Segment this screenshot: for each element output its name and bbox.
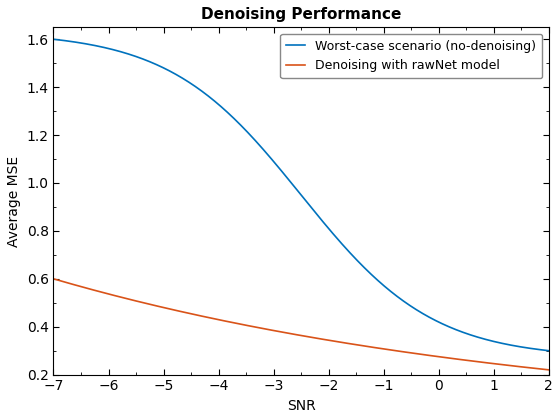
- Denoising with rawNet model: [101, 290, 108, 295]
- Worst-case scenario (no-denoising): [390, 291, 397, 296]
- Line: Worst-case scenario (no-denoising): Worst-case scenario (no-denoising): [54, 39, 549, 351]
- Worst-case scenario (no-denoising): [436, 320, 443, 325]
- Denoising with rawNet model: [545, 368, 552, 373]
- Denoising with rawNet model: [436, 354, 443, 360]
- Worst-case scenario (no-denoising): [268, 157, 275, 162]
- Legend: Worst-case scenario (no-denoising), Denoising with rawNet model: Worst-case scenario (no-denoising), Deno…: [280, 34, 543, 78]
- Title: Denoising Performance: Denoising Performance: [201, 7, 402, 22]
- Y-axis label: Average MSE: Average MSE: [7, 155, 21, 247]
- Denoising with rawNet model: [250, 324, 257, 329]
- Worst-case scenario (no-denoising): [101, 45, 108, 50]
- Line: Denoising with rawNet model: Denoising with rawNet model: [54, 279, 549, 370]
- Denoising with rawNet model: [50, 276, 57, 281]
- Denoising with rawNet model: [445, 355, 452, 360]
- Worst-case scenario (no-denoising): [250, 136, 257, 142]
- Worst-case scenario (no-denoising): [50, 37, 57, 42]
- Denoising with rawNet model: [268, 328, 275, 333]
- X-axis label: SNR: SNR: [287, 399, 315, 413]
- Worst-case scenario (no-denoising): [545, 348, 552, 353]
- Denoising with rawNet model: [390, 348, 397, 353]
- Worst-case scenario (no-denoising): [445, 324, 452, 329]
